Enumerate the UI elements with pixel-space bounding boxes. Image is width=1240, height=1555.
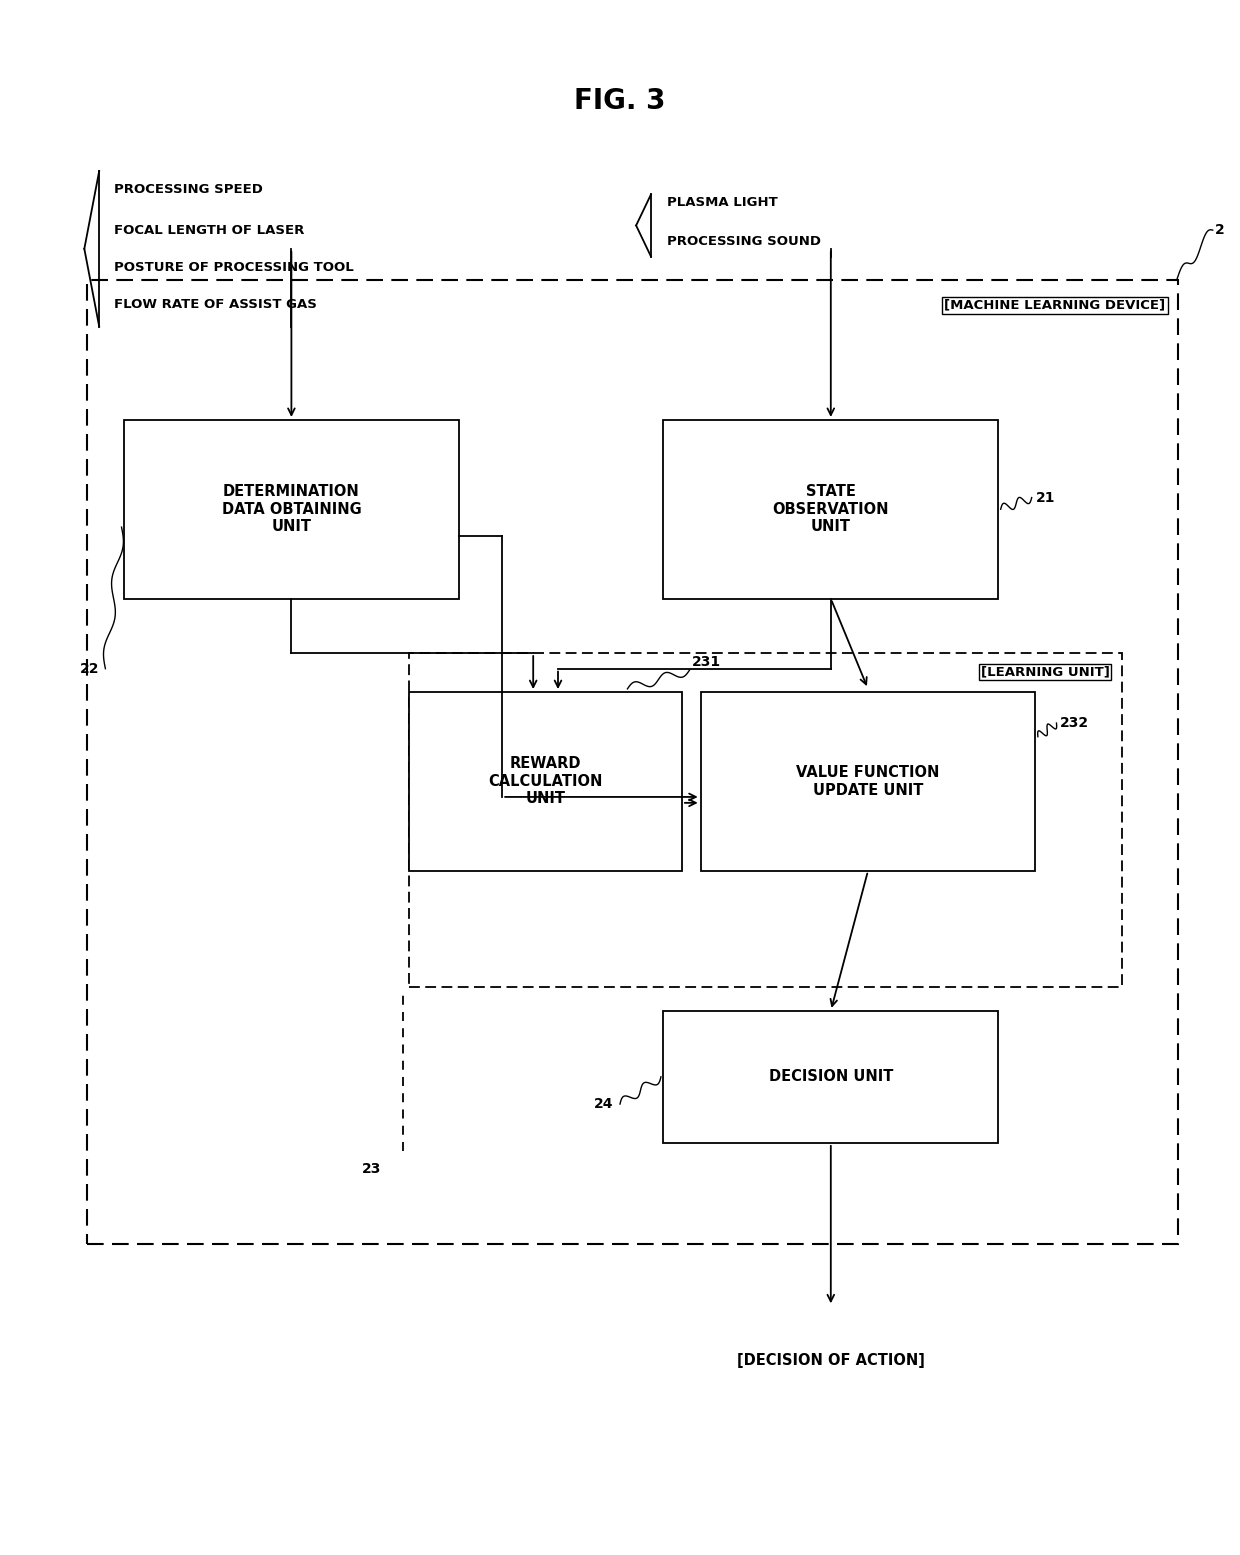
- Text: STATE
OBSERVATION
UNIT: STATE OBSERVATION UNIT: [773, 484, 889, 535]
- Text: FLOW RATE OF ASSIST GAS: FLOW RATE OF ASSIST GAS: [114, 299, 317, 311]
- Text: FOCAL LENGTH OF LASER: FOCAL LENGTH OF LASER: [114, 224, 305, 236]
- Text: DETERMINATION
DATA OBTAINING
UNIT: DETERMINATION DATA OBTAINING UNIT: [222, 484, 361, 535]
- Text: PROCESSING SPEED: PROCESSING SPEED: [114, 183, 263, 196]
- Text: 22: 22: [79, 661, 99, 676]
- Text: 2: 2: [1215, 222, 1225, 238]
- Text: POSTURE OF PROCESSING TOOL: POSTURE OF PROCESSING TOOL: [114, 261, 353, 274]
- Bar: [409, 692, 682, 871]
- Text: [DECISION OF ACTION]: [DECISION OF ACTION]: [737, 1353, 925, 1368]
- Text: 232: 232: [1060, 715, 1089, 731]
- Text: VALUE FUNCTION
UPDATE UNIT: VALUE FUNCTION UPDATE UNIT: [796, 765, 940, 798]
- Bar: [409, 653, 1122, 987]
- Text: 24: 24: [594, 1096, 614, 1112]
- Text: PROCESSING SOUND: PROCESSING SOUND: [667, 235, 821, 247]
- Text: DECISION UNIT: DECISION UNIT: [769, 1070, 893, 1084]
- Text: [LEARNING UNIT]: [LEARNING UNIT]: [981, 666, 1110, 678]
- Bar: [701, 692, 1035, 871]
- Text: FIG. 3: FIG. 3: [574, 87, 666, 115]
- Bar: [87, 280, 1178, 1244]
- Bar: [663, 1011, 998, 1143]
- Text: 23: 23: [362, 1162, 382, 1177]
- Bar: [124, 420, 459, 599]
- Text: REWARD
CALCULATION
UNIT: REWARD CALCULATION UNIT: [489, 756, 603, 807]
- Text: PLASMA LIGHT: PLASMA LIGHT: [667, 196, 777, 208]
- Bar: [663, 420, 998, 599]
- Text: 21: 21: [1035, 490, 1055, 505]
- Text: [MACHINE LEARNING DEVICE]: [MACHINE LEARNING DEVICE]: [945, 299, 1166, 311]
- Text: 231: 231: [692, 655, 720, 670]
